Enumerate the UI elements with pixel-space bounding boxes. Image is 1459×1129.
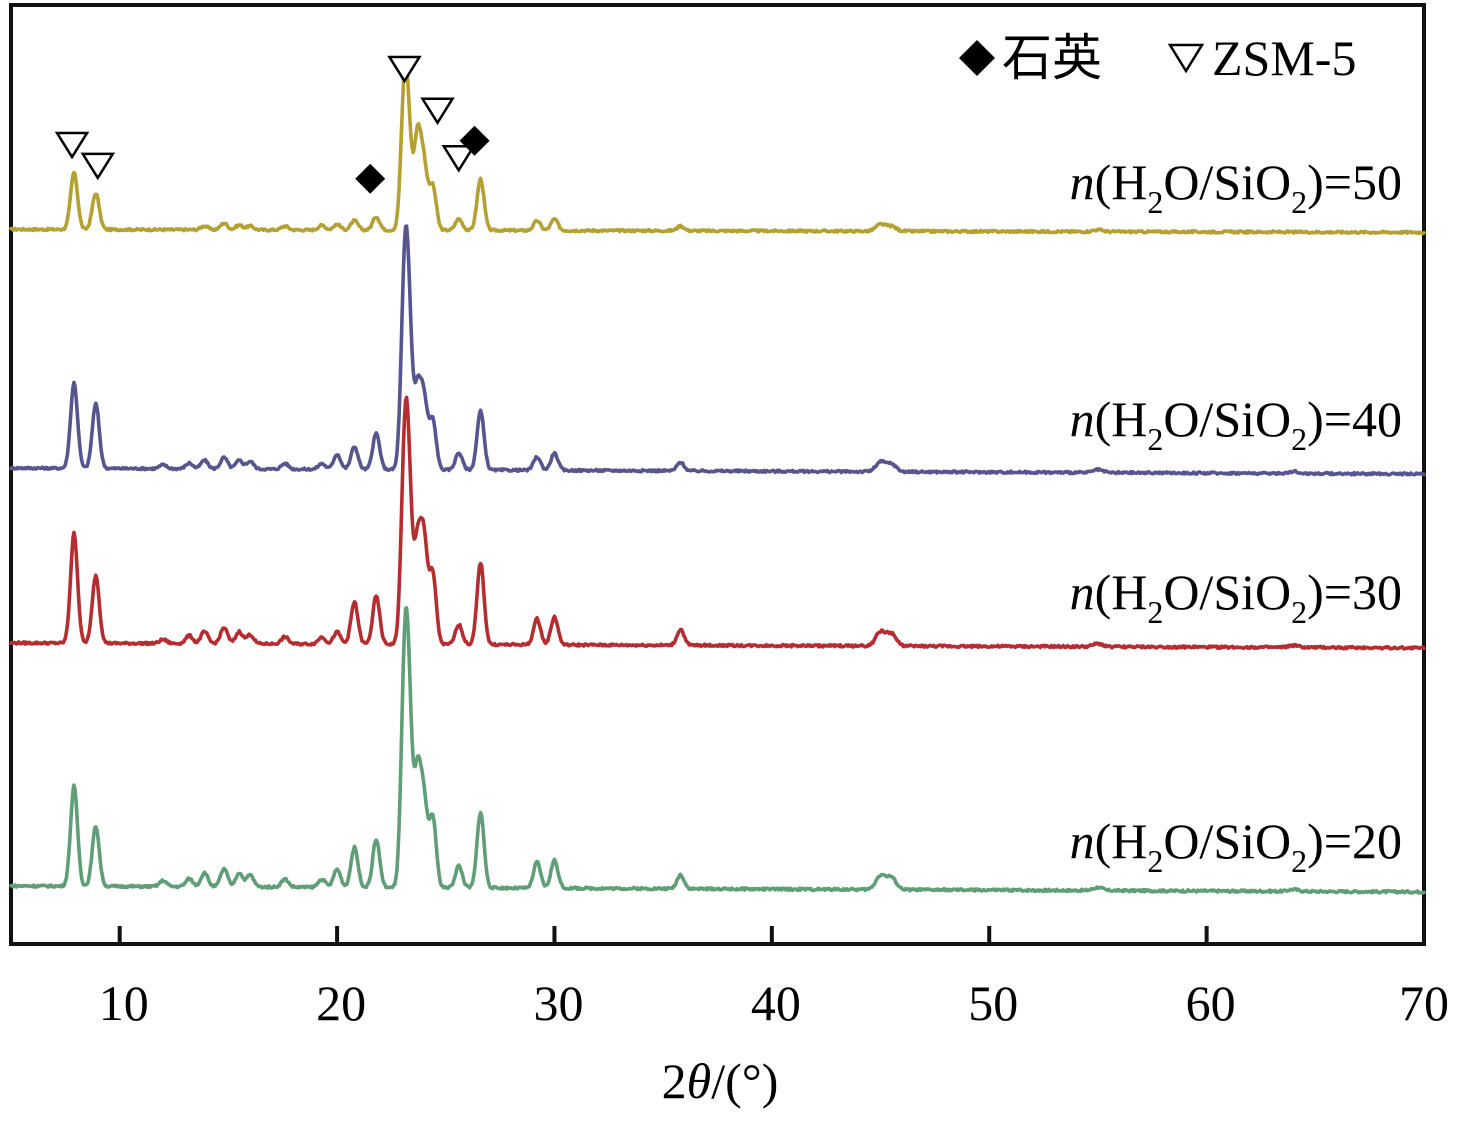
zsm5-peak-marker-icon [420, 97, 455, 126]
x-tick-label: 10 [99, 975, 149, 1031]
series-line-h2o-30 [9, 395, 1426, 651]
zsm5-peak-marker-icon [54, 131, 90, 160]
quartz-peak-marker-icon [459, 125, 490, 156]
legend-quartz-label: 石英 [1002, 30, 1102, 86]
zsm5-peak-marker-icon [80, 152, 116, 181]
plot-frame [9, 3, 1426, 946]
series-label-h2o-40: n(H2O/SiO2)=40 [1070, 391, 1402, 457]
zsm5-peak-marker-icon [441, 145, 476, 173]
legend-zsm5-label: ZSM-5 [1212, 30, 1356, 86]
x-axis-title: 2θ/(°) [662, 1053, 779, 1109]
series-label-h2o-30: n(H2O/SiO2)=30 [1070, 564, 1402, 630]
series-line-h2o-20 [9, 606, 1426, 895]
series-label-h2o-50: n(H2O/SiO2)=50 [1070, 154, 1402, 220]
legend-zsm5-marker-icon [1167, 43, 1205, 74]
series-line-h2o-40 [9, 224, 1426, 477]
x-tick-label: 70 [1399, 975, 1449, 1031]
legend-quartz-marker-icon [959, 40, 995, 76]
x-tick-label: 30 [533, 975, 583, 1031]
x-tick-label: 20 [316, 975, 366, 1031]
legend: 石英 ZSM-5 [959, 30, 1356, 86]
quartz-peak-marker-icon [355, 163, 386, 194]
peak-marker-group [54, 55, 490, 194]
series-line-h2o-50 [9, 59, 1426, 236]
x-tick-label: 60 [1186, 975, 1236, 1031]
x-tick-group: 10 20 30 40 50 60 70 [99, 926, 1449, 1031]
zsm5-peak-marker-icon [387, 55, 422, 84]
series-label-h2o-20: n(H2O/SiO2)=20 [1070, 813, 1402, 879]
x-tick-label: 40 [751, 975, 801, 1031]
series-group [9, 59, 1426, 895]
x-tick-label: 50 [968, 975, 1018, 1031]
